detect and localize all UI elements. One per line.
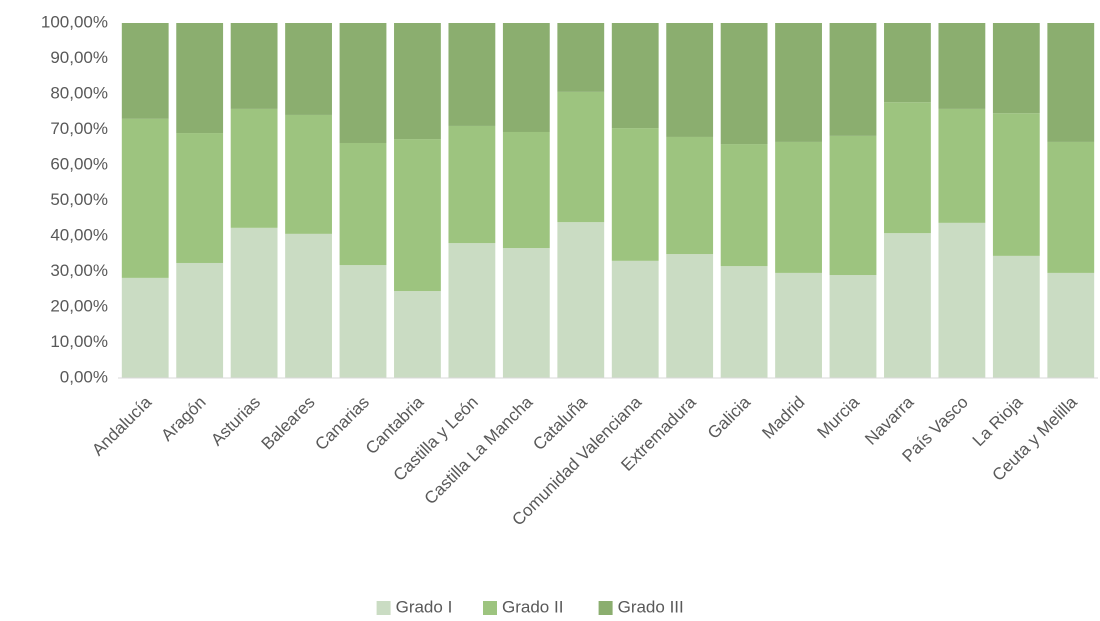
x-tick-label: Galicia <box>704 392 755 443</box>
bar-segment <box>448 243 496 378</box>
y-tick-label: 0,00% <box>60 367 108 386</box>
bar-segment <box>557 23 605 92</box>
bar-segment <box>230 23 278 109</box>
bar-segment <box>394 23 441 140</box>
bar-segment <box>938 108 986 223</box>
x-tick-label: Baleares <box>258 393 319 454</box>
bar-segment <box>1047 272 1095 378</box>
bar-segment <box>394 139 441 292</box>
bar-segment <box>992 23 1040 114</box>
bar-segment <box>448 23 496 126</box>
bar-segment <box>611 128 659 261</box>
bar-segment <box>121 118 169 278</box>
bar-segment <box>611 260 659 378</box>
x-tick-label: Andalucía <box>88 392 155 459</box>
x-tick-label: Asturias <box>207 393 264 450</box>
bar-segment <box>1047 23 1095 142</box>
y-tick-label: 50,00% <box>50 190 108 209</box>
legend-label: Grado I <box>396 597 453 616</box>
x-tick-label: Aragón <box>157 393 209 445</box>
bar-segment <box>176 262 224 378</box>
bar-segment <box>775 23 822 142</box>
bar-segment <box>394 291 441 378</box>
legend-label: Grado III <box>618 597 684 616</box>
bar-segment <box>121 277 169 378</box>
legend-swatch <box>483 601 497 615</box>
bar-segment <box>502 131 550 249</box>
x-tick-label: Madrid <box>758 393 808 443</box>
bar-segment <box>285 23 332 115</box>
bar-segment <box>230 108 278 228</box>
bar-segment <box>121 23 169 119</box>
y-tick-label: 20,00% <box>50 296 108 315</box>
bar-segment <box>938 23 986 109</box>
bar-segment <box>829 23 877 136</box>
bar-segment <box>666 254 714 378</box>
bar-segment <box>339 23 387 143</box>
bar-segment <box>992 255 1040 378</box>
bar-segment <box>557 222 605 378</box>
bar-segment <box>775 141 822 273</box>
bar-segment <box>230 227 278 378</box>
bar-segment <box>176 23 224 134</box>
bar-segment <box>720 23 768 145</box>
legend-swatch <box>598 601 613 615</box>
bar-segment <box>557 91 605 223</box>
bar-segment <box>448 125 496 244</box>
bar-segment <box>938 222 986 378</box>
bar-segment <box>285 233 332 378</box>
bar-segment <box>339 265 387 378</box>
bar-segment <box>884 102 931 234</box>
y-tick-label: 40,00% <box>50 225 108 244</box>
bar-segment <box>339 142 387 266</box>
bar-segment <box>775 272 822 378</box>
bar-segment <box>502 23 550 132</box>
bar-segment <box>884 23 931 103</box>
bar-segment <box>176 133 224 263</box>
y-tick-label: 100,00% <box>41 12 108 31</box>
x-tick-label: Murcia <box>813 392 863 442</box>
legend-label: Grado II <box>502 597 563 616</box>
bar-segment <box>720 144 768 267</box>
x-tick-label: Castilla La Mancha <box>421 392 537 508</box>
y-tick-label: 70,00% <box>50 119 108 138</box>
bar-segment <box>666 136 714 255</box>
bar-segment <box>611 23 659 129</box>
bar-segment <box>666 23 714 137</box>
bar-segment <box>502 248 550 378</box>
y-tick-label: 30,00% <box>50 261 108 280</box>
bar-segment <box>829 135 877 276</box>
legend-swatch <box>376 601 391 615</box>
y-tick-label: 90,00% <box>50 48 108 67</box>
bar-segment <box>1047 141 1095 273</box>
bar-segment <box>720 266 768 378</box>
bar-segment <box>829 275 877 378</box>
y-tick-label: 60,00% <box>50 154 108 173</box>
y-tick-label: 10,00% <box>50 332 108 351</box>
x-tick-label: Navarra <box>861 392 918 449</box>
y-tick-label: 80,00% <box>50 83 108 102</box>
bar-segment <box>992 113 1040 256</box>
bar-segment <box>285 114 332 234</box>
bar-segment <box>884 233 931 378</box>
